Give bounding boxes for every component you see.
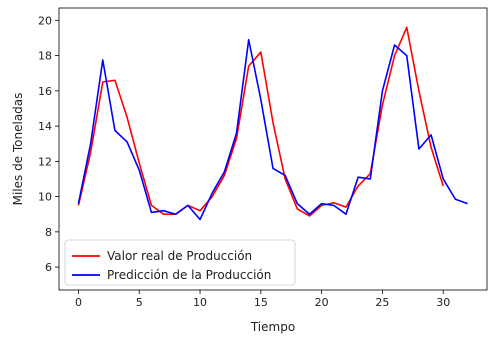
y-tick-label: 10 — [38, 191, 52, 204]
y-tick-label: 14 — [38, 120, 52, 133]
y-tick-label: 16 — [38, 85, 52, 98]
y-tick-label: 8 — [45, 226, 52, 239]
x-tick-label: 25 — [375, 296, 389, 309]
x-tick-label: 20 — [315, 296, 329, 309]
x-axis-ticks: 0 5 10 15 20 25 30 — [75, 290, 450, 309]
y-tick-label: 20 — [38, 14, 52, 27]
legend-label-1: Valor real de Producción — [107, 249, 252, 263]
legend: Valor real de Producción Predicción de la… — [64, 239, 296, 286]
legend-label-2: Predicción de la Producción — [107, 268, 271, 282]
y-axis-ticks: 6 8 10 12 14 16 18 20 — [38, 14, 59, 274]
x-tick-label: 15 — [254, 296, 268, 309]
y-tick-label: 12 — [38, 155, 52, 168]
y-axis-label: Miles de Toneladas — [11, 93, 25, 206]
y-tick-label: 6 — [45, 261, 52, 274]
x-tick-label: 30 — [436, 296, 450, 309]
series-line-2 — [77, 38, 468, 221]
series-layer — [77, 26, 468, 221]
x-tick-label: 10 — [193, 296, 207, 309]
x-axis-label: Tiempo — [250, 320, 295, 334]
y-tick-label: 18 — [38, 50, 52, 63]
legend-box — [64, 239, 296, 286]
series-line-1 — [77, 26, 444, 217]
x-tick-label: 0 — [75, 296, 82, 309]
x-tick-label: 5 — [136, 296, 143, 309]
plot-frame — [58, 7, 488, 291]
